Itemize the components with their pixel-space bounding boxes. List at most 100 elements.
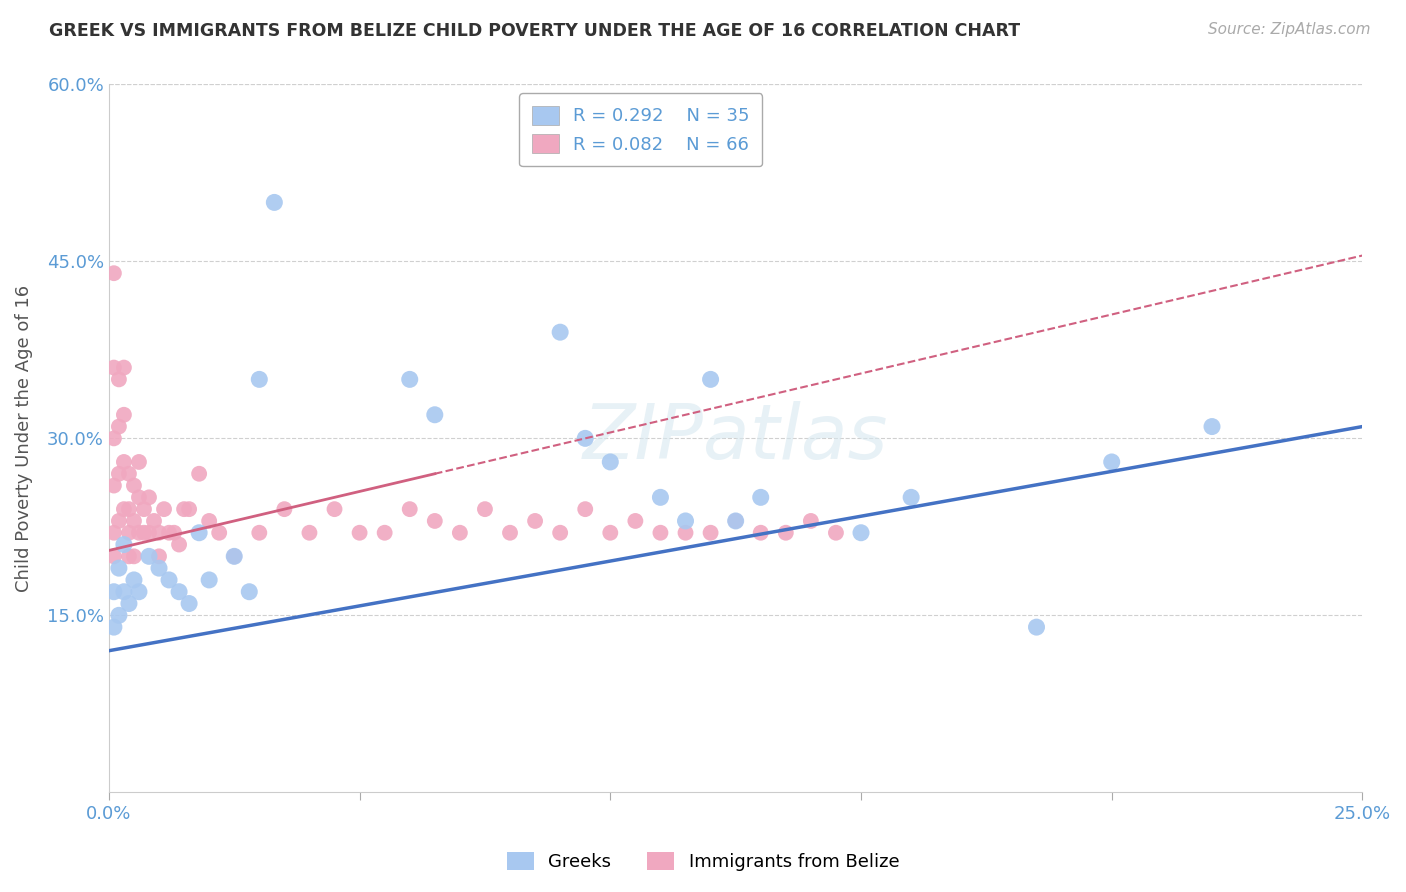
Point: [238, 584, 260, 599]
Point: [247, 372, 270, 386]
Point: [157, 573, 180, 587]
Point: [825, 525, 848, 540]
Point: [138, 549, 160, 564]
Point: [599, 455, 621, 469]
Point: [118, 502, 141, 516]
Point: [247, 525, 270, 540]
Point: [749, 491, 772, 505]
Point: [398, 372, 420, 386]
Point: [112, 408, 135, 422]
Point: [849, 525, 872, 540]
Point: [132, 525, 155, 540]
Point: [208, 525, 231, 540]
Point: [574, 431, 596, 445]
Point: [800, 514, 823, 528]
Point: [298, 525, 321, 540]
Point: [112, 584, 135, 599]
Point: [103, 478, 125, 492]
Point: [499, 525, 522, 540]
Point: [198, 514, 221, 528]
Point: [173, 502, 195, 516]
Point: [112, 360, 135, 375]
Point: [122, 478, 145, 492]
Point: [177, 502, 200, 516]
Point: [548, 325, 571, 339]
Point: [188, 467, 211, 481]
Point: [103, 620, 125, 634]
Point: [112, 455, 135, 469]
Point: [103, 525, 125, 540]
Point: [548, 525, 571, 540]
Point: [374, 525, 396, 540]
Point: [167, 584, 190, 599]
Point: [118, 597, 141, 611]
Point: [524, 514, 547, 528]
Text: Source: ZipAtlas.com: Source: ZipAtlas.com: [1208, 22, 1371, 37]
Point: [103, 360, 125, 375]
Point: [224, 549, 246, 564]
Point: [153, 502, 176, 516]
Point: [263, 195, 285, 210]
Point: [118, 525, 141, 540]
Point: [724, 514, 747, 528]
Point: [224, 549, 246, 564]
Point: [188, 525, 211, 540]
Point: [675, 525, 697, 540]
Text: GREEK VS IMMIGRANTS FROM BELIZE CHILD POVERTY UNDER THE AGE OF 16 CORRELATION CH: GREEK VS IMMIGRANTS FROM BELIZE CHILD PO…: [49, 22, 1021, 40]
Point: [128, 455, 150, 469]
Point: [103, 266, 125, 280]
Point: [398, 502, 420, 516]
Point: [108, 467, 131, 481]
Point: [122, 549, 145, 564]
Point: [108, 514, 131, 528]
Point: [650, 491, 672, 505]
Point: [599, 525, 621, 540]
Point: [273, 502, 295, 516]
Point: [108, 372, 131, 386]
Point: [128, 584, 150, 599]
Legend: R = 0.292    N = 35, R = 0.082    N = 66: R = 0.292 N = 35, R = 0.082 N = 66: [519, 94, 762, 167]
Point: [574, 502, 596, 516]
Point: [163, 525, 186, 540]
Point: [167, 537, 190, 551]
Point: [122, 573, 145, 587]
Point: [699, 525, 721, 540]
Point: [1025, 620, 1047, 634]
Point: [118, 549, 141, 564]
Point: [423, 514, 446, 528]
Point: [128, 491, 150, 505]
Point: [103, 431, 125, 445]
Point: [143, 514, 166, 528]
Point: [650, 525, 672, 540]
Point: [148, 525, 170, 540]
Point: [122, 514, 145, 528]
Point: [108, 608, 131, 623]
Point: [198, 573, 221, 587]
Point: [138, 491, 160, 505]
Point: [474, 502, 496, 516]
Point: [675, 514, 697, 528]
Point: [449, 525, 471, 540]
Point: [1101, 455, 1123, 469]
Point: [349, 525, 371, 540]
Point: [108, 561, 131, 575]
Point: [699, 372, 721, 386]
Point: [138, 525, 160, 540]
Point: [118, 467, 141, 481]
Text: ZIPatlas: ZIPatlas: [583, 401, 889, 475]
Y-axis label: Child Poverty Under the Age of 16: Child Poverty Under the Age of 16: [15, 285, 32, 592]
Point: [112, 502, 135, 516]
Point: [423, 408, 446, 422]
Legend: Greeks, Immigrants from Belize: Greeks, Immigrants from Belize: [499, 845, 907, 879]
Point: [128, 525, 150, 540]
Point: [323, 502, 346, 516]
Point: [177, 597, 200, 611]
Point: [108, 419, 131, 434]
Point: [900, 491, 922, 505]
Point: [148, 561, 170, 575]
Point: [148, 549, 170, 564]
Point: [112, 537, 135, 551]
Point: [749, 525, 772, 540]
Point: [103, 584, 125, 599]
Point: [724, 514, 747, 528]
